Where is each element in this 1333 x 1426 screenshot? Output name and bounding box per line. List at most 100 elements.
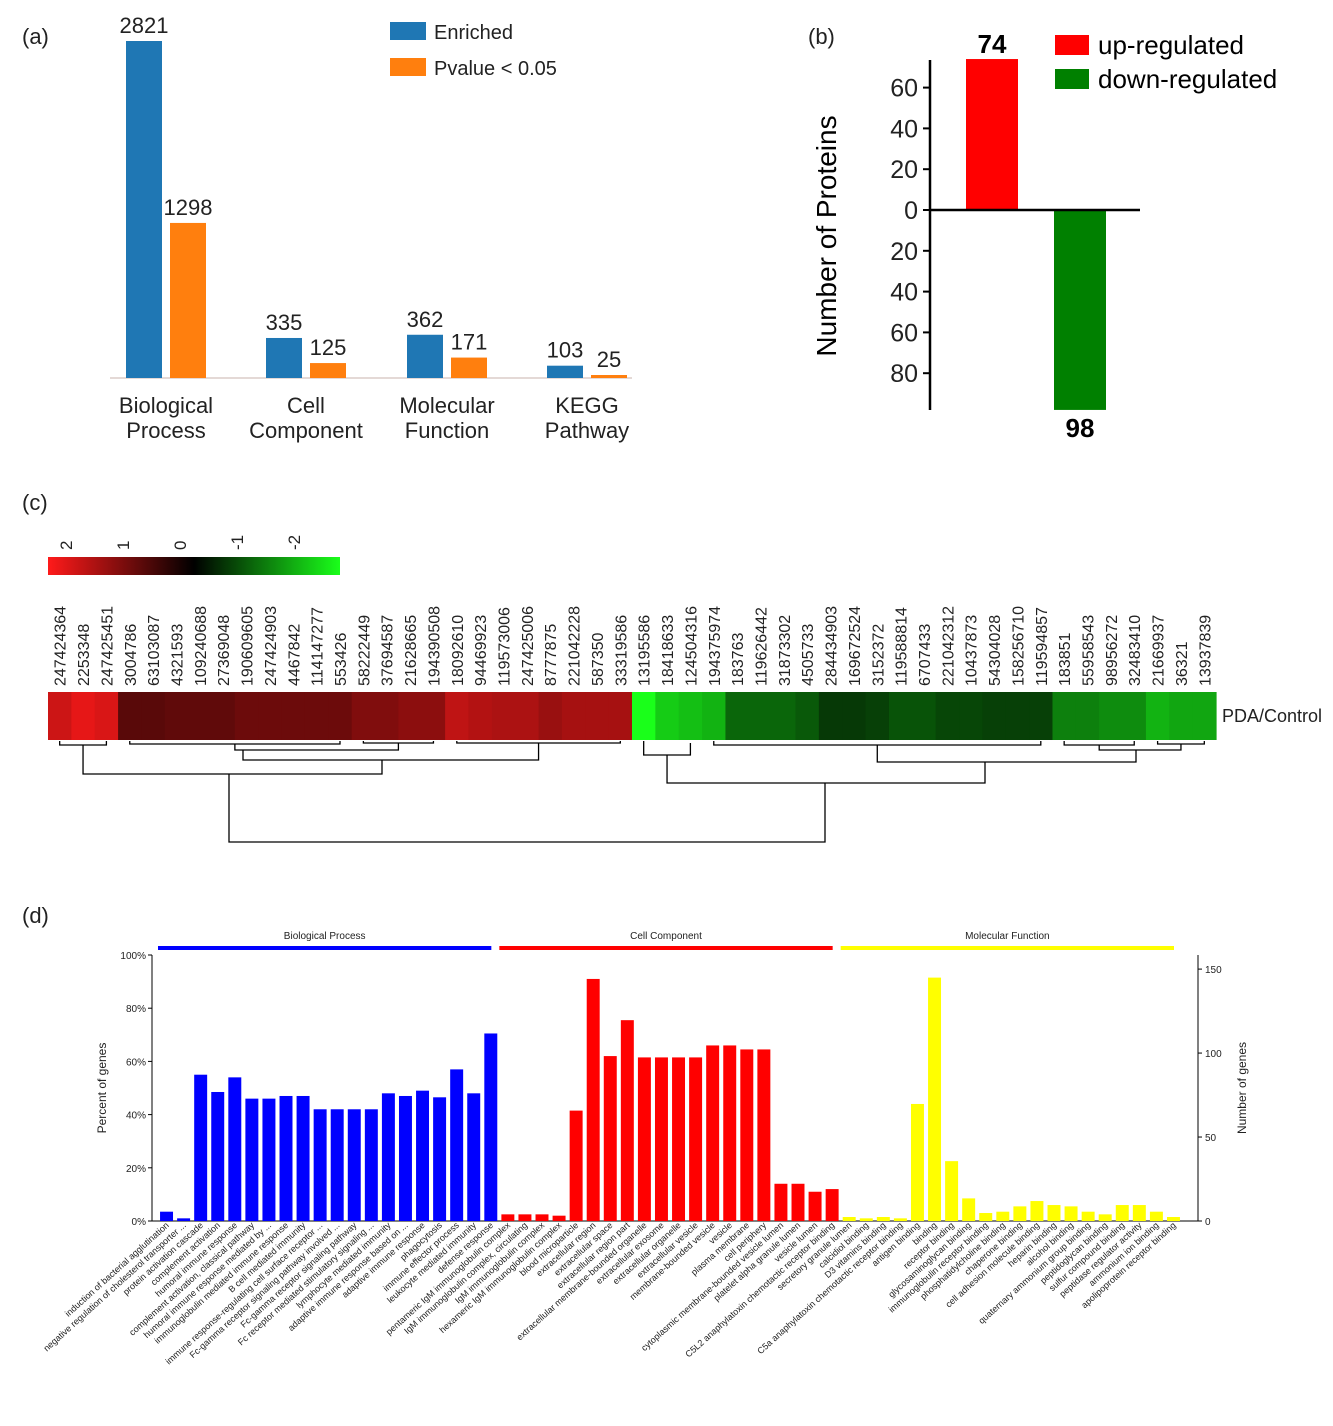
- data-label: 1298: [164, 195, 213, 220]
- column-label: 124504316: [683, 606, 700, 686]
- heatmap-cell: [655, 692, 680, 740]
- bar-enriched-2: [407, 334, 443, 378]
- data-label: 103: [547, 338, 584, 363]
- column-label: 109240688: [193, 606, 210, 686]
- legend-label: Pvalue < 0.05: [434, 58, 557, 80]
- legend-label: down-regulated: [1098, 64, 1277, 94]
- column-label: 27369048: [216, 615, 233, 686]
- column-label: 98956272: [1104, 615, 1121, 686]
- go-bar: [552, 1215, 566, 1221]
- column-label: 63103087: [146, 615, 163, 686]
- heatmap-cell: [772, 692, 797, 740]
- go-bar: [808, 1191, 822, 1221]
- column-label: 114147277: [310, 607, 327, 686]
- go-bar: [740, 1049, 754, 1221]
- heatmap-cell: [48, 692, 72, 740]
- go-bar: [825, 1189, 839, 1221]
- heatmap-cell: [258, 692, 283, 740]
- heatmap-cell: [211, 692, 236, 740]
- go-bar: [1098, 1214, 1112, 1221]
- column-label: 18092610: [450, 615, 467, 686]
- heatmap-cell: [1122, 692, 1147, 740]
- column-label: 119594857: [1034, 607, 1051, 686]
- legend-label: up-regulated: [1098, 30, 1244, 60]
- go-bar: [1166, 1217, 1180, 1221]
- go-bar: [979, 1213, 993, 1221]
- heatmap-cell: [375, 692, 399, 740]
- colorbar-tick-label: 2: [57, 541, 76, 550]
- heatmap-cell: [304, 692, 329, 740]
- heatmap-cell: [445, 692, 470, 740]
- column-label: 284434903: [824, 606, 841, 686]
- category-label: Function: [405, 418, 489, 443]
- column-label: 4467842: [286, 624, 303, 686]
- group-bar-2: [840, 946, 1174, 950]
- go-bar: [774, 1183, 788, 1221]
- column-label: 221042312: [940, 606, 957, 686]
- go-bar: [1064, 1206, 1078, 1221]
- go-bar: [398, 1095, 412, 1221]
- y-tick-label: 60: [890, 75, 918, 103]
- dendrogram-link: [234, 743, 400, 751]
- colorbar-tick-label: -2: [285, 535, 304, 550]
- column-label: 247424364: [53, 606, 70, 686]
- group-title: Biological Process: [284, 931, 366, 942]
- heatmap-cell: [959, 692, 983, 740]
- heatmap-cell: [748, 692, 773, 740]
- heatmap-cell: [234, 692, 259, 740]
- heatmap-cell: [912, 692, 937, 740]
- go-bar: [1115, 1205, 1129, 1221]
- category-label: Molecular: [399, 393, 494, 418]
- column-label: 119588814: [894, 607, 911, 686]
- column-label: 190609605: [240, 606, 257, 686]
- go-bar: [1030, 1201, 1044, 1221]
- go-bar: [381, 1093, 395, 1221]
- column-label: 194375974: [707, 606, 724, 686]
- dendrogram-link: [643, 741, 692, 756]
- panel-b-label: (b): [808, 24, 835, 49]
- heatmap-cell: [515, 692, 540, 740]
- legend-label: Enriched: [434, 22, 513, 44]
- go-bar: [637, 1057, 651, 1221]
- row-label: PDA/Control: [1222, 706, 1322, 726]
- data-label: 362: [407, 307, 444, 332]
- bar-pvalue-3: [591, 375, 627, 378]
- go-bar: [569, 1110, 583, 1221]
- y-axis-title: Number of Proteins: [811, 115, 842, 356]
- legend-swatch: [1055, 69, 1089, 89]
- column-label: 119626442: [753, 607, 770, 686]
- heatmap-cell: [608, 692, 633, 740]
- go-bar: [296, 1095, 310, 1221]
- go-bar: [450, 1069, 464, 1221]
- y-tick-label: 0%: [132, 1217, 147, 1228]
- y-tick-label: 20: [890, 156, 918, 184]
- category-label: Pathway: [545, 418, 629, 443]
- column-label: 169672524: [847, 606, 864, 686]
- go-bar: [535, 1214, 549, 1221]
- heatmap-cell: [632, 692, 656, 740]
- heatmap-cell: [164, 692, 189, 740]
- heatmap-cell: [888, 692, 913, 740]
- go-bar: [842, 1217, 856, 1221]
- dendrogram-link: [713, 741, 1042, 746]
- data-label-up: 74: [978, 29, 1007, 59]
- go-bar: [689, 1057, 703, 1221]
- column-label: 2253348: [76, 624, 93, 686]
- go-bar: [1047, 1205, 1061, 1221]
- heatmap-cell: [1099, 692, 1124, 740]
- go-bar: [1149, 1211, 1163, 1221]
- go-bar: [211, 1091, 225, 1221]
- y-axis-title: Percent of genes: [95, 1043, 109, 1134]
- chart-b-regulation-bars: 60 40 20 0 20 40 60 80 74 98 Number of Proteins up-…: [811, 29, 1277, 443]
- heatmap-cell: [94, 692, 119, 740]
- go-bar: [859, 1218, 873, 1221]
- bar-pvalue-2: [451, 357, 487, 378]
- heatmap-cell: [702, 692, 727, 740]
- column-label: 3004786: [123, 624, 140, 686]
- heatmap-cell: [1145, 692, 1170, 740]
- go-bar: [1132, 1205, 1146, 1221]
- dendrogram-link: [666, 755, 986, 784]
- column-label: 587350: [590, 633, 607, 686]
- heatmap-cell: [398, 692, 423, 740]
